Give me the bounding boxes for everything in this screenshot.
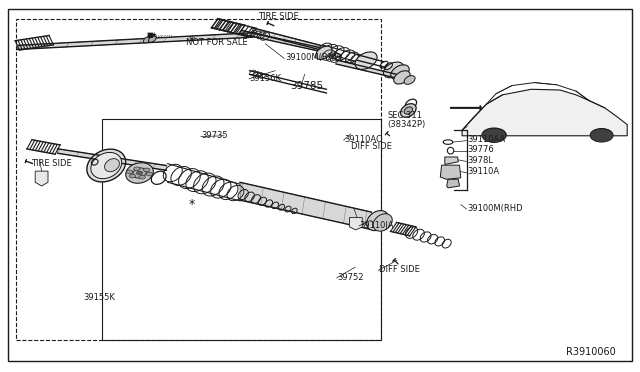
- Polygon shape: [440, 165, 461, 179]
- Ellipse shape: [401, 104, 416, 117]
- Text: 39785: 39785: [290, 81, 323, 90]
- Text: *: *: [189, 198, 195, 211]
- Circle shape: [127, 170, 133, 174]
- Circle shape: [143, 168, 150, 172]
- Bar: [102, 119, 381, 340]
- Text: 39776: 39776: [467, 145, 494, 154]
- Text: NOT FOR SALE: NOT FOR SALE: [186, 38, 247, 47]
- Circle shape: [482, 128, 506, 142]
- Text: TIRE SIDE: TIRE SIDE: [31, 159, 72, 168]
- Polygon shape: [58, 149, 166, 170]
- Circle shape: [590, 129, 613, 142]
- Text: 39155K: 39155K: [83, 293, 115, 302]
- Circle shape: [129, 174, 136, 178]
- Ellipse shape: [373, 214, 392, 231]
- Text: DIFF SIDE: DIFF SIDE: [351, 142, 392, 151]
- Polygon shape: [253, 28, 326, 51]
- Ellipse shape: [87, 149, 125, 182]
- Text: 39100M(RHD: 39100M(RHD: [467, 204, 523, 213]
- Ellipse shape: [148, 36, 156, 42]
- Circle shape: [139, 175, 145, 179]
- Ellipse shape: [143, 37, 151, 43]
- Text: ■: ■: [146, 32, 152, 38]
- Text: 39156K: 39156K: [250, 74, 282, 83]
- Text: SEC.311: SEC.311: [387, 111, 422, 120]
- Ellipse shape: [367, 211, 388, 231]
- Ellipse shape: [355, 52, 377, 70]
- Circle shape: [146, 172, 152, 176]
- Circle shape: [134, 167, 140, 171]
- Polygon shape: [242, 31, 320, 51]
- Text: (38342P): (38342P): [387, 120, 426, 129]
- Text: R3910060: R3910060: [566, 347, 616, 356]
- Ellipse shape: [104, 158, 120, 172]
- Polygon shape: [336, 60, 400, 79]
- Text: TIRE SIDE: TIRE SIDE: [258, 12, 299, 21]
- Text: 39752: 39752: [337, 273, 364, 282]
- Ellipse shape: [133, 168, 146, 178]
- Circle shape: [136, 171, 143, 175]
- Polygon shape: [240, 182, 371, 230]
- Text: *: *: [189, 35, 195, 48]
- Ellipse shape: [404, 107, 413, 114]
- Ellipse shape: [125, 163, 154, 183]
- Ellipse shape: [91, 153, 122, 179]
- Text: 39100M(RHD: 39100M(RHD: [285, 53, 340, 62]
- Text: 39735: 39735: [202, 131, 228, 140]
- Ellipse shape: [404, 76, 415, 84]
- Polygon shape: [349, 218, 362, 230]
- Text: ★: ★: [150, 32, 157, 38]
- Text: 3978L: 3978L: [467, 156, 493, 165]
- Text: DIFF SIDE: DIFF SIDE: [379, 265, 420, 274]
- Polygon shape: [445, 157, 458, 164]
- Ellipse shape: [316, 46, 332, 60]
- Ellipse shape: [391, 65, 409, 80]
- Polygon shape: [17, 33, 253, 49]
- Polygon shape: [447, 179, 460, 188]
- Polygon shape: [35, 171, 48, 186]
- Text: 39110A: 39110A: [467, 167, 499, 176]
- Ellipse shape: [383, 62, 404, 78]
- Text: 39110AA: 39110AA: [467, 135, 506, 144]
- Text: 39110AC: 39110AC: [344, 135, 382, 144]
- Ellipse shape: [394, 71, 410, 84]
- Bar: [16, 19, 381, 340]
- Text: 39110JA: 39110JA: [360, 221, 394, 230]
- Text: ......: ......: [149, 32, 163, 38]
- Polygon shape: [462, 89, 627, 136]
